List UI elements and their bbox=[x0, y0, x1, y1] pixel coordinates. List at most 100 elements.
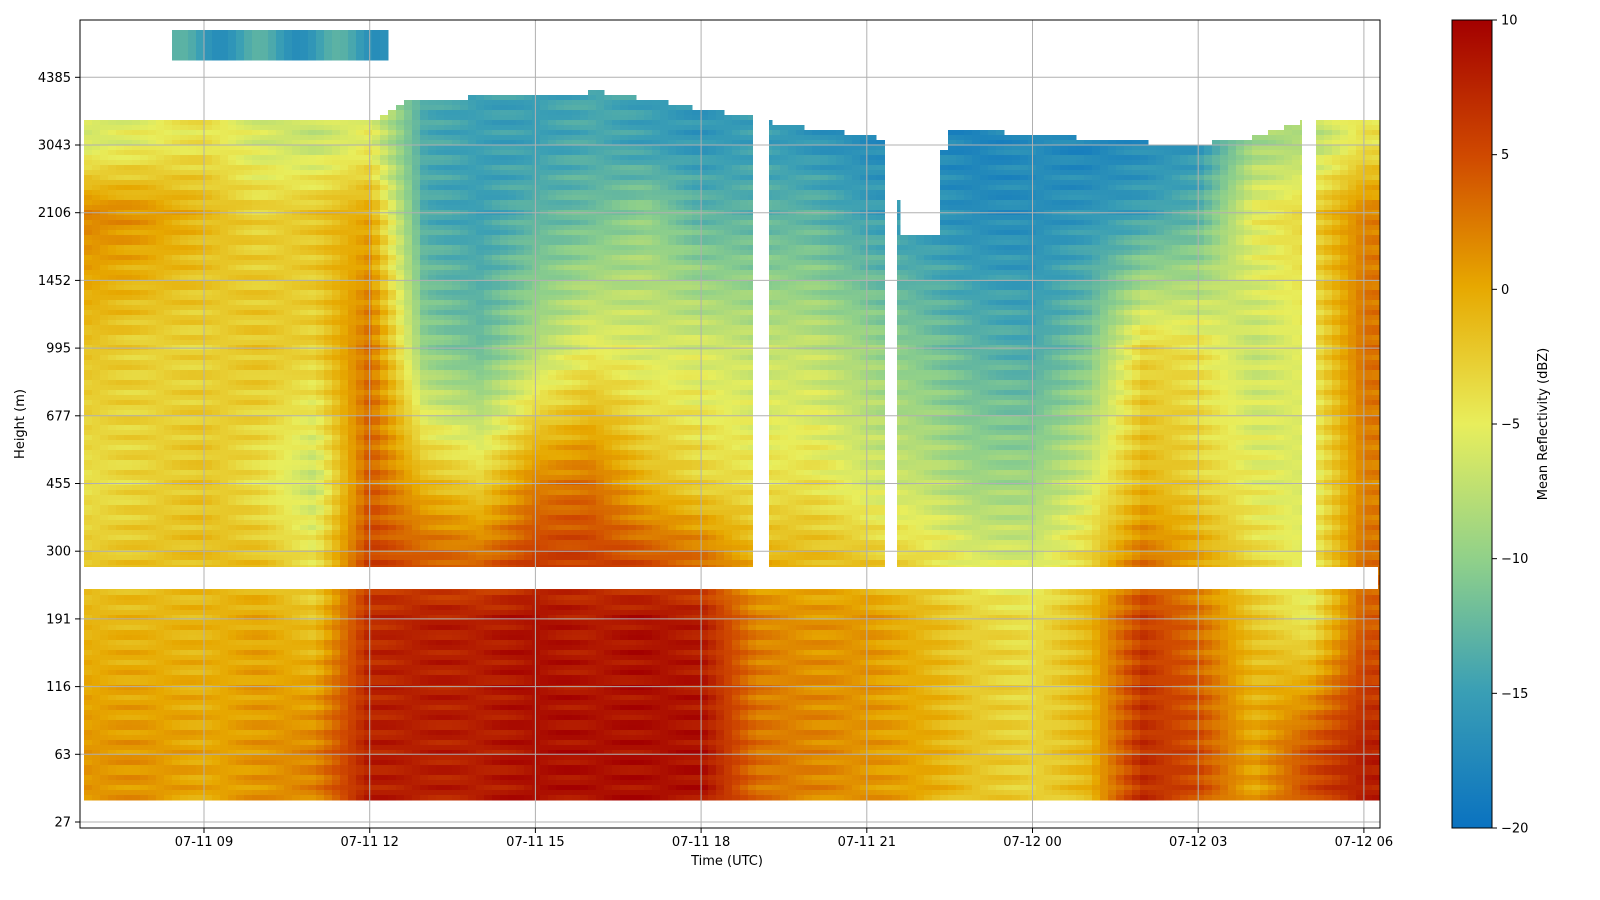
heatmap-cell bbox=[348, 265, 357, 271]
heatmap-cell bbox=[204, 735, 213, 741]
heatmap-cell bbox=[172, 270, 181, 276]
heatmap-cell bbox=[164, 380, 173, 386]
heatmap-cell bbox=[100, 495, 109, 501]
heatmap-cell bbox=[236, 720, 245, 726]
heatmap-cell bbox=[252, 215, 261, 221]
heatmap-cell bbox=[324, 370, 333, 376]
heatmap-cell bbox=[316, 170, 325, 176]
heatmap-cell bbox=[236, 410, 245, 416]
heatmap-cell bbox=[276, 120, 285, 126]
heatmap-cell bbox=[340, 390, 349, 396]
heatmap-cell bbox=[92, 600, 101, 606]
heatmap-cell bbox=[324, 390, 333, 396]
heatmap-cell bbox=[308, 170, 317, 176]
heatmap-cell bbox=[284, 685, 293, 691]
heatmap-cell bbox=[260, 370, 269, 376]
heatmap-cell bbox=[140, 690, 149, 696]
heatmap-cell bbox=[148, 415, 157, 421]
heatmap-cell bbox=[324, 530, 333, 536]
heatmap-cell bbox=[292, 550, 301, 556]
heatmap-cell bbox=[212, 730, 221, 736]
heatmap-cell bbox=[212, 180, 221, 186]
heatmap-cell bbox=[268, 555, 277, 561]
heatmap-cell bbox=[124, 220, 133, 226]
heatmap-cell bbox=[364, 490, 373, 496]
heatmap-cell bbox=[292, 610, 301, 616]
heatmap-cell bbox=[244, 550, 253, 556]
heatmap-cell bbox=[140, 385, 149, 391]
heatmap-cell bbox=[132, 590, 141, 596]
heatmap-cell bbox=[156, 130, 165, 136]
heatmap-cell bbox=[300, 490, 309, 496]
heatmap-cell bbox=[84, 615, 93, 621]
heatmap-cell bbox=[132, 720, 141, 726]
heatmap-cell bbox=[244, 595, 253, 601]
heatmap-cell bbox=[180, 450, 189, 456]
heatmap-cell bbox=[92, 675, 101, 681]
heatmap-cell bbox=[372, 245, 381, 251]
heatmap-cell bbox=[364, 665, 373, 671]
heatmap-cell bbox=[340, 730, 349, 736]
heatmap-cell bbox=[164, 285, 173, 291]
heatmap-cell bbox=[356, 460, 365, 466]
heatmap-cell bbox=[364, 470, 373, 476]
heatmap-cell bbox=[180, 205, 189, 211]
heatmap-cell bbox=[356, 380, 365, 386]
heatmap-cell bbox=[212, 720, 221, 726]
heatmap-cell bbox=[164, 255, 173, 261]
heatmap-cell bbox=[196, 125, 205, 131]
heatmap-cell bbox=[148, 245, 157, 251]
heatmap-cell bbox=[236, 250, 245, 256]
heatmap-cell bbox=[268, 515, 277, 521]
heatmap-cell bbox=[220, 605, 229, 611]
heatmap-cell bbox=[244, 525, 253, 531]
heatmap-cell bbox=[260, 615, 269, 621]
heatmap-cell bbox=[348, 315, 357, 321]
heatmap-cell bbox=[204, 560, 213, 566]
heatmap-cell bbox=[172, 370, 181, 376]
heatmap-cell bbox=[348, 760, 357, 766]
heatmap-cell bbox=[308, 505, 317, 511]
heatmap-cell bbox=[308, 465, 317, 471]
heatmap-cell bbox=[124, 620, 133, 626]
heatmap-cell bbox=[196, 665, 205, 671]
heatmap-cell bbox=[204, 730, 213, 736]
heatmap-cell bbox=[188, 390, 197, 396]
heatmap-cell bbox=[220, 610, 229, 616]
heatmap-cell bbox=[124, 150, 133, 156]
heatmap-cell bbox=[340, 245, 349, 251]
heatmap-cell bbox=[84, 495, 93, 501]
heatmap-cell bbox=[132, 650, 141, 656]
heatmap-cell bbox=[284, 540, 293, 546]
heatmap-cell bbox=[228, 220, 237, 226]
heatmap-cell bbox=[92, 590, 101, 596]
heatmap-cell bbox=[140, 455, 149, 461]
heatmap-cell bbox=[148, 540, 157, 546]
heatmap-cell bbox=[92, 470, 101, 476]
heatmap-cell bbox=[228, 535, 237, 541]
heatmap-cell bbox=[148, 200, 157, 206]
heatmap-cell bbox=[348, 215, 357, 221]
heatmap-cell bbox=[100, 645, 109, 651]
heatmap-cell bbox=[84, 390, 93, 396]
heatmap-cell bbox=[196, 425, 205, 431]
heatmap-cell bbox=[372, 145, 381, 151]
heatmap-cell bbox=[308, 725, 317, 731]
heatmap-cell bbox=[260, 325, 269, 331]
heatmap-cell bbox=[220, 670, 229, 676]
heatmap-cell bbox=[300, 200, 309, 206]
heatmap-cell bbox=[260, 120, 269, 126]
heatmap-cell bbox=[188, 745, 197, 751]
heatmap-cell bbox=[100, 465, 109, 471]
heatmap-cell bbox=[116, 330, 125, 336]
heatmap-cell bbox=[140, 135, 149, 141]
heatmap-cell bbox=[220, 475, 229, 481]
heatmap-cell bbox=[84, 360, 93, 366]
heatmap-cell bbox=[372, 495, 381, 501]
heatmap-cell bbox=[164, 230, 173, 236]
heatmap-cell bbox=[276, 415, 285, 421]
heatmap-cell bbox=[108, 425, 117, 431]
heatmap-cell bbox=[268, 280, 277, 286]
heatmap-cell bbox=[316, 485, 325, 491]
heatmap-cell bbox=[84, 365, 93, 371]
